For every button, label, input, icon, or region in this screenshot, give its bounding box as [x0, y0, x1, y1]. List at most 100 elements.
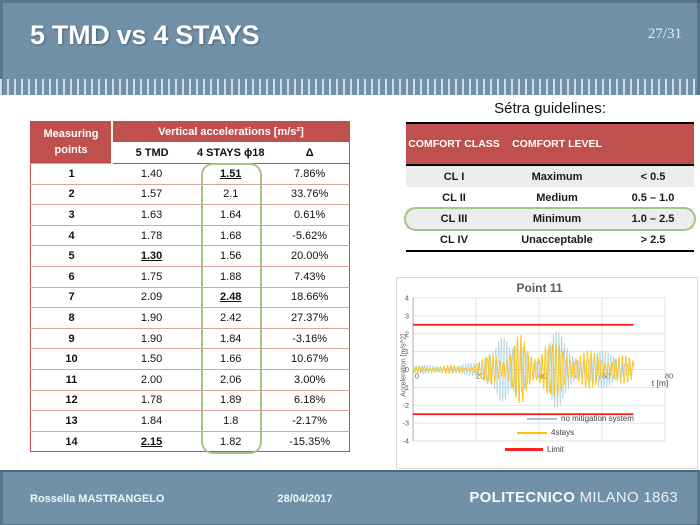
stays-cell: 2.1 [191, 183, 271, 205]
stays-cell: 2.48 [191, 286, 271, 308]
slide-date: 28/04/2017 [277, 493, 333, 505]
tmd-cell: 1.84 [112, 410, 192, 432]
table-row: 14 2.15 1.82 -15.35% [30, 430, 350, 452]
stays-cell: 1.51 [191, 163, 271, 185]
comfort-class-header: COMFORT CLASS [406, 123, 502, 166]
col-header-5tmd: 5 TMD [112, 142, 192, 164]
svg-text:-1: -1 [402, 383, 409, 392]
point-cell: 6 [30, 265, 112, 288]
comfort-class-cell: CL III [406, 208, 502, 229]
tmd-cell: 1.90 [112, 307, 192, 329]
setra-row: CL IV Unacceptable > 2.5 [406, 229, 694, 251]
delta-cell: 10.67% [270, 348, 350, 370]
comfort-class-cell: CL IV [406, 229, 502, 251]
legend-swatch [505, 448, 543, 451]
point-cell: 1 [30, 163, 112, 185]
delta-cell: 33.76% [270, 183, 350, 205]
point-cell: 2 [30, 183, 112, 205]
legend-label: 4stays [551, 428, 575, 437]
acc-table-body: 1 1.40 1.51 7.86% 2 1.57 2.1 33.76% 3 1.63 1.64 0.6… [30, 163, 350, 452]
tmd-cell: 1.78 [112, 224, 192, 246]
comfort-range-cell: < 0.5 [612, 165, 694, 187]
delta-cell: 7.86% [270, 163, 350, 185]
slide-header: 5 TMD vs 4 STAYS 27/31 [0, 0, 700, 95]
svg-text:-4: -4 [402, 437, 409, 446]
measuring-points-header: Measuring points [30, 121, 113, 164]
chart-legend: no mitigation system 4stays Limit [505, 414, 634, 454]
legend-swatch [527, 417, 557, 420]
setra-row: CL I Maximum < 0.5 [406, 165, 694, 187]
point-cell: 12 [30, 389, 112, 411]
point-cell: 10 [30, 348, 112, 370]
tmd-cell: 1.40 [112, 163, 192, 185]
legend-item-4stays: 4stays [517, 428, 634, 437]
comfort-range-header [612, 123, 694, 166]
table-header-row: Measuring points Vertical accelerations … [30, 121, 350, 164]
setra-guidelines-title: Sétra guidelines: [494, 100, 606, 117]
setra-table: COMFORT CLASS COMFORT LEVEL CL I Maximum <… [406, 122, 694, 252]
point-cell: 11 [30, 368, 112, 391]
slide-footer: Rossella MASTRANGELO 28/04/2017 POLITECN… [0, 470, 700, 525]
point-cell: 7 [30, 286, 112, 308]
delta-cell: 6.18% [270, 389, 350, 411]
point-cell: 9 [30, 327, 112, 349]
page-number: 27/31 [647, 26, 682, 42]
legend-item-no-mitigation-system: no mitigation system [527, 414, 634, 423]
delta-cell: -5.62% [270, 224, 350, 246]
comfort-range-cell: 0.5 – 1.0 [612, 187, 694, 208]
tmd-cell: 1.75 [112, 265, 192, 288]
slide-title: 5 TMD vs 4 STAYS [30, 20, 260, 50]
stays-cell: 1.66 [191, 348, 271, 370]
tmd-cell: 2.09 [112, 286, 192, 308]
stays-cell: 2.06 [191, 368, 271, 391]
table-row: 1 1.40 1.51 7.86% [30, 163, 350, 185]
svg-text:-3: -3 [402, 419, 409, 428]
tmd-cell: 1.78 [112, 389, 192, 411]
point-cell: 5 [30, 245, 112, 267]
header-comb-decoration [0, 79, 700, 95]
table-row: 5 1.30 1.56 20.00% [30, 245, 350, 267]
accelerations-table: Measuring points Vertical accelerations … [30, 121, 350, 453]
legend-label: no mitigation system [561, 414, 634, 423]
comfort-range-cell: > 2.5 [612, 229, 694, 251]
delta-cell: 0.61% [270, 204, 350, 226]
delta-cell: 18.66% [270, 286, 350, 308]
tmd-cell: 1.90 [112, 327, 192, 349]
svg-text:2: 2 [405, 329, 409, 338]
table-row: 11 2.00 2.06 3.00% [30, 368, 350, 391]
series-line-4stays [412, 334, 634, 404]
table-row: 8 1.90 2.42 27.37% [30, 307, 350, 329]
point-cell: 14 [30, 430, 112, 452]
delta-cell: 20.00% [270, 245, 350, 267]
point-cell: 8 [30, 307, 112, 329]
delta-cell: 7.43% [270, 265, 350, 288]
stays-cell: 1.68 [191, 224, 271, 246]
table-row: 3 1.63 1.64 0.61% [30, 204, 350, 226]
delta-cell: -2.17% [270, 410, 350, 432]
point-cell: 13 [30, 410, 112, 432]
point11-chart: Point 11 Acceleration [m/s^2] t [m] -4 -3… [396, 277, 698, 469]
chart-y-axis-label: Acceleration [m/s^2] [400, 334, 408, 397]
stays-cell: 1.8 [191, 410, 271, 432]
stays-cell: 1.64 [191, 204, 271, 226]
table-row: 6 1.75 1.88 7.43% [30, 265, 350, 288]
comfort-level-cell: Minimum [502, 208, 612, 229]
setra-row: CL II Medium 0.5 – 1.0 [406, 187, 694, 208]
col-header-4stays: 4 STAYS ϕ18 [191, 142, 271, 164]
tmd-cell: 2.15 [112, 430, 192, 452]
tmd-cell: 1.63 [112, 204, 192, 226]
stays-cell: 1.56 [191, 245, 271, 267]
stays-cell: 1.82 [191, 430, 271, 452]
table-row: 4 1.78 1.68 -5.62% [30, 224, 350, 246]
comfort-class-cell: CL II [406, 187, 502, 208]
tmd-cell: 1.30 [112, 245, 192, 267]
table-row: 13 1.84 1.8 -2.17% [30, 410, 350, 432]
series-line-no-mitigation-system [412, 330, 634, 409]
point-cell: 4 [30, 224, 112, 246]
setra-table-body: CL I Maximum < 0.5 CL II Medium 0.5 – 1.0 CL I… [406, 165, 694, 251]
svg-text:0: 0 [405, 365, 409, 374]
comfort-class-cell: CL I [406, 165, 502, 187]
svg-text:4: 4 [405, 294, 409, 303]
